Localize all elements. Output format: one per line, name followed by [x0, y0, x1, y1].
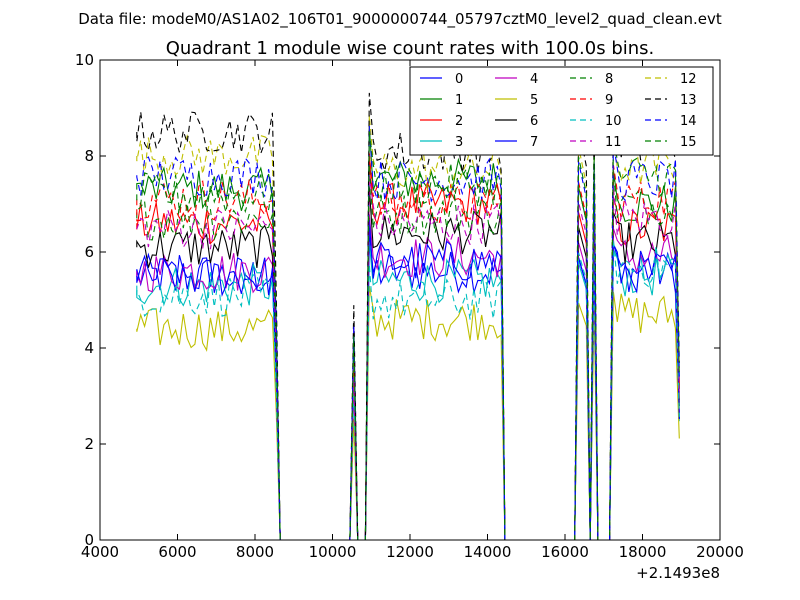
legend-label-8: 8	[605, 72, 613, 87]
x-tick-label: 20000	[696, 543, 744, 561]
x-tick-label: 6000	[158, 543, 196, 561]
series-line-11	[136, 175, 680, 541]
legend-label-3: 3	[455, 135, 463, 150]
legend-label-5: 5	[530, 93, 538, 108]
x-tick-label: 12000	[386, 543, 434, 561]
legend-label-14: 14	[680, 114, 697, 129]
legend-label-2: 2	[455, 114, 463, 129]
legend-label-7: 7	[530, 135, 538, 150]
legend-label-4: 4	[530, 72, 538, 87]
suptitle: Data file: modeM0/AS1A02_106T01_90000007…	[78, 10, 722, 29]
legend-label-11: 11	[605, 135, 622, 150]
y-tick-label: 4	[84, 339, 94, 357]
x-tick-label: 4000	[81, 543, 119, 561]
legend-label-6: 6	[530, 114, 538, 129]
y-tick-label: 10	[75, 51, 94, 69]
y-tick-label: 8	[84, 147, 94, 165]
series-line-10	[136, 238, 680, 541]
x-tick-label: 18000	[619, 543, 667, 561]
series-line-15	[136, 131, 680, 541]
series-line-1	[136, 125, 680, 541]
x-tick-label: 8000	[236, 543, 274, 561]
x-tick-label: 14000	[464, 543, 512, 561]
legend-label-10: 10	[605, 114, 622, 129]
legend-label-12: 12	[680, 72, 697, 87]
legend-box	[409, 66, 714, 156]
x-tick-label: 16000	[541, 543, 589, 561]
x-tick-label: 10000	[309, 543, 357, 561]
legend-label-15: 15	[680, 135, 697, 150]
plot-lines	[136, 92, 680, 541]
y-tick-label: 2	[84, 435, 94, 453]
chart-title: Quadrant 1 module wise count rates with …	[166, 38, 655, 59]
legend-label-9: 9	[605, 93, 613, 108]
x-axis: 4000 6000 8000 10000 12000 14000 16000 18000 200…	[81, 60, 744, 561]
series-line-9	[136, 153, 680, 541]
x-offset-label: +2.1493e8	[636, 564, 720, 582]
legend-label-13: 13	[680, 93, 697, 108]
legend-label-1: 1	[455, 93, 463, 108]
series-line-13	[136, 92, 680, 541]
series-line-2	[136, 153, 680, 541]
y-tick-label: 0	[84, 531, 94, 549]
series-line-12	[136, 114, 680, 541]
legend-label-0: 0	[455, 72, 463, 87]
series-line-14	[136, 125, 680, 541]
y-tick-label: 6	[84, 243, 94, 261]
